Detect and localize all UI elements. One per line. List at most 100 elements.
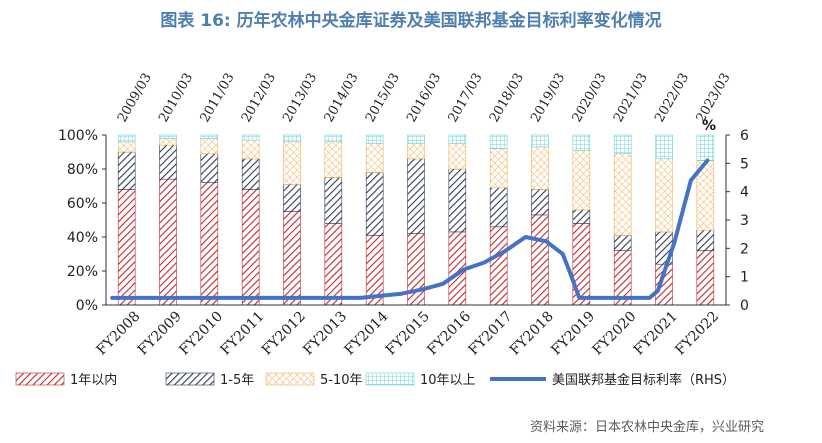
bar-segment [283, 211, 301, 306]
bar-segment [448, 134, 467, 144]
bar-segment [448, 168, 467, 233]
top-date-label: 2014/03 [322, 71, 362, 125]
x-tick-label: FY2011 [218, 309, 268, 359]
bar-segment [241, 134, 260, 141]
bar-segment [655, 134, 673, 160]
bar-segment [572, 209, 591, 224]
x-tick-label: FY2009 [135, 309, 185, 359]
top-date-label: 2021/03 [611, 71, 651, 125]
x-tick-label: FY2008 [94, 309, 144, 359]
bar-segment [531, 189, 549, 216]
left-tick-label: 20% [67, 264, 98, 280]
bar-segment [283, 184, 301, 212]
x-tick-label: FY2021 [631, 309, 681, 359]
right-tick-label: 4 [740, 185, 749, 201]
bar-segment [365, 134, 384, 144]
bar-segment [489, 226, 508, 306]
legend-label: 美国联邦基金目标利率（RHS） [552, 372, 735, 388]
bar-segment [407, 143, 425, 160]
right-axis-unit: % [702, 118, 716, 134]
bar-segment [531, 134, 549, 148]
right-tick-label: 2 [740, 241, 749, 257]
bar-segment [448, 143, 467, 170]
left-tick-label: 60% [67, 196, 98, 212]
x-tick-label: FY2013 [300, 309, 350, 359]
chart-title: 图表 16: 历年农林中央金库证券及美国联邦基金目标利率变化情况 [160, 11, 662, 31]
bar-segment [696, 134, 715, 161]
x-tick-label: FY2019 [548, 309, 598, 359]
top-date-label: 2020/03 [570, 71, 610, 125]
bar-segment [324, 141, 343, 178]
bar-segment [655, 158, 673, 233]
bar-segment [531, 146, 549, 190]
x-tick-label: FY2022 [672, 309, 722, 359]
bar-segment [572, 134, 591, 151]
left-tick-label: 80% [67, 162, 98, 178]
bar-segment [159, 134, 177, 139]
bar-segment [407, 134, 425, 144]
bar-segment [283, 134, 301, 143]
left-tick-label: 0% [76, 298, 98, 314]
bar-segment [241, 189, 260, 306]
bar-segment [200, 134, 219, 139]
top-date-label: 2019/03 [528, 71, 568, 125]
legend-swatch [365, 372, 415, 386]
bar-segment [489, 187, 508, 228]
bar-segment [117, 151, 136, 190]
bar-segment [613, 235, 632, 251]
legend-label: 10年以上 [420, 373, 476, 388]
legend-label: 5-10年 [320, 373, 363, 388]
bar-segment [324, 223, 343, 306]
x-tick-label: FY2017 [466, 309, 516, 359]
bar-segment [117, 141, 136, 153]
bar-segment [407, 158, 425, 234]
bar-segment [159, 138, 177, 146]
bar-segment [283, 141, 301, 185]
bar-segment [696, 229, 715, 251]
bar-segment [117, 189, 136, 306]
right-tick-label: 0 [740, 298, 749, 314]
bar-segment [489, 148, 508, 189]
bar-segment [200, 182, 219, 306]
top-date-label: 2016/03 [404, 71, 444, 125]
bar-segment [117, 134, 136, 143]
top-date-label: 2010/03 [156, 71, 196, 125]
bar-segment [200, 153, 219, 183]
bar-segment [613, 134, 632, 155]
x-tick-label: FY2014 [342, 308, 392, 358]
bar-segment [365, 172, 384, 236]
source-note: 资料来源：日本农林中央金库，兴业研究 [529, 420, 764, 435]
top-date-label: 2023/03 [694, 71, 734, 125]
bar-segment [159, 144, 177, 180]
x-tick-label: FY2016 [424, 308, 474, 358]
bar-segment [324, 177, 343, 224]
bar-segment [489, 134, 508, 149]
bar-segment [159, 178, 177, 306]
bar-segment [324, 134, 343, 143]
top-date-label: 2013/03 [280, 71, 320, 125]
top-date-label: 2017/03 [446, 71, 486, 125]
right-tick-label: 5 [740, 156, 749, 172]
top-date-label: 2015/03 [363, 71, 403, 125]
bar-segment [241, 139, 260, 160]
bar-segment [241, 158, 260, 190]
top-date-label: 2018/03 [487, 71, 527, 125]
legend-swatch [165, 372, 215, 386]
bar-segment [531, 214, 549, 306]
legend-label: 1-5年 [220, 373, 254, 388]
rate-line [110, 158, 710, 300]
bar-segment [613, 153, 632, 236]
right-tick-label: 6 [740, 128, 749, 144]
top-date-label: 2011/03 [198, 71, 238, 125]
legend-swatch [265, 372, 315, 386]
legend-label: 1年以内 [70, 372, 117, 388]
legend-swatch [15, 372, 65, 386]
right-tick-label: 3 [740, 213, 749, 229]
x-tick-label: FY2018 [507, 309, 557, 359]
top-date-label: 2022/03 [652, 71, 692, 125]
left-tick-label: 100% [58, 128, 98, 144]
x-tick-label: FY2010 [176, 309, 226, 359]
top-date-label: 2012/03 [239, 71, 279, 125]
bar-segment [696, 250, 715, 306]
bar-segment [365, 143, 384, 173]
